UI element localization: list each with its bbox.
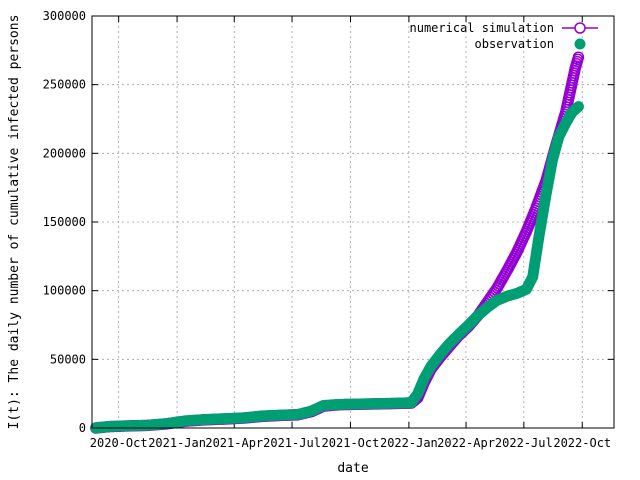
x-tick-label: 2022-Jul [495,436,553,450]
axis-ticks: 0 50000 100000 150000 200000 250000 300000 2020… [43,9,614,450]
legend-marker [574,22,586,34]
x-tick-label: 2021-Jan [148,436,206,450]
y-tick-label: 250000 [43,78,86,92]
x-tick-label: 2022-Oct [553,436,611,450]
y-tick-label: 200000 [43,146,86,160]
y-tick-label: 150000 [43,215,86,229]
x-tick-label: 2021-Apr [205,436,263,450]
series-layer [90,51,585,434]
y-axis-label: I(t): The daily number of cumulative inf… [7,15,22,430]
x-tick-label: 2020-Oct [90,436,148,450]
y-tick-label: 50000 [50,352,86,366]
data-point [572,51,585,63]
x-tick-label: 2022-Jan [380,436,438,450]
x-tick-label: 2021-Oct [322,436,380,450]
legend-marker [574,38,586,50]
x-axis-label: date [337,461,368,476]
y-tick-label: 100000 [43,284,86,298]
legend-label: numerical simulation [410,21,555,35]
series-observation [90,101,584,434]
y-tick-label: 0 [79,421,86,435]
data-point [572,101,584,113]
x-tick-label: 2022-Apr [437,436,495,450]
legend: numerical simulation observation [410,21,598,51]
plot-border [91,15,615,429]
x-tick-label: 2021-Jul [263,436,321,450]
y-tick-label: 300000 [43,9,86,23]
legend-label: observation [475,37,554,51]
